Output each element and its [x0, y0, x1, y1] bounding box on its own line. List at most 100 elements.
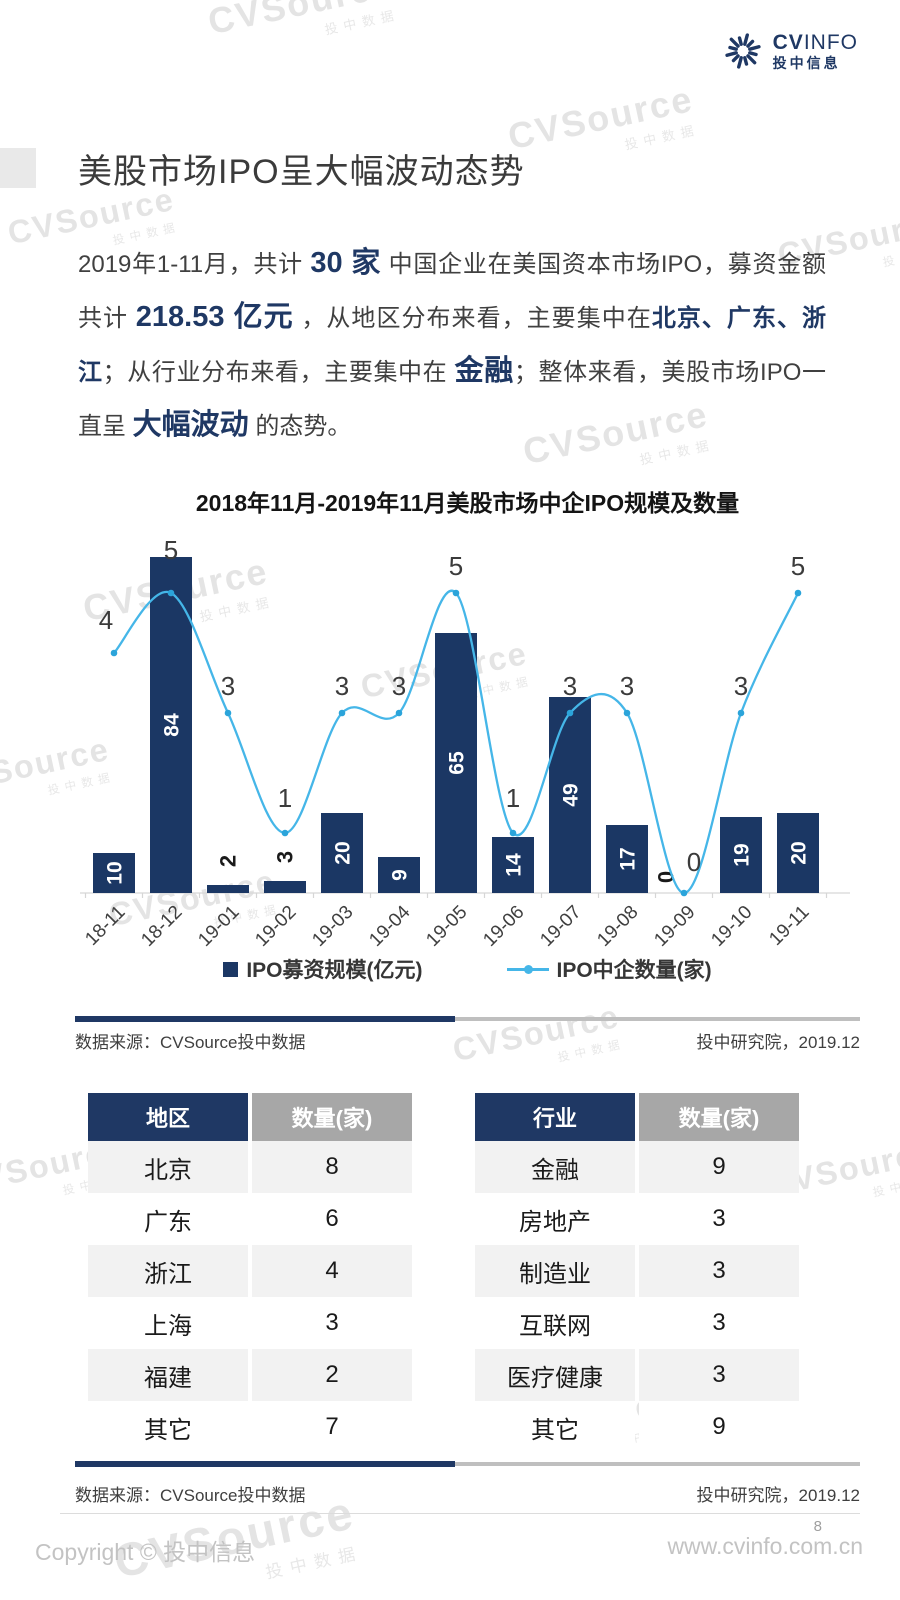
line-value-label: 3 [734, 671, 748, 701]
table-row: 制造业 3 [475, 1245, 799, 1297]
table-row: 互联网 3 [475, 1297, 799, 1349]
line-series-swatch-icon [506, 964, 549, 974]
table-cell: 4 [252, 1245, 412, 1297]
legend-item-bar-series: IPO募资规模(亿元) [223, 954, 423, 984]
intro-highlight: 大幅波动 [132, 409, 249, 441]
x-axis-label: 18-12 [137, 902, 186, 951]
bar-19-11 [777, 813, 819, 893]
table-row: 医疗健康 3 [475, 1349, 799, 1401]
line-value-label: 3 [392, 671, 406, 701]
watermark-subtext: 投中数据 [871, 1171, 900, 1200]
intro-highlight: 30 家 [310, 247, 382, 279]
table-cell: 9 [639, 1401, 799, 1453]
x-axis-label: 18-11 [81, 902, 129, 950]
line-value-label: 3 [620, 671, 634, 701]
bar-value-label: 20 [787, 841, 810, 864]
bar-18-11 [93, 853, 135, 893]
intro-text: ；整体来看，美股市场IPO一直呈 [78, 359, 827, 440]
chart-legend: IPO募资规模(亿元) IPO中企数量(家) [70, 954, 889, 984]
x-axis-label: 19-09 [650, 902, 699, 951]
x-axis-label: 19-08 [593, 902, 642, 951]
watermark-subtext: 投中数据 [623, 121, 701, 153]
table-cell: 7 [252, 1401, 412, 1453]
intro-text: 中国企业在美国资本市场IPO，募资金额共计 [78, 251, 826, 332]
bar-value-label: 14 [502, 853, 525, 877]
line-marker [281, 829, 289, 837]
line-marker [737, 709, 745, 717]
intro-paragraph: 2019年1-11月，共计 30 家 中国企业在美国资本市场IPO，募资金额共计… [78, 237, 826, 453]
table-row: 金融 9 [475, 1141, 799, 1193]
cvsource-watermark: CVSource [204, 0, 397, 43]
line-marker [110, 649, 118, 657]
line-value-label: 5 [449, 551, 463, 581]
intro-highlight: 金融 [454, 355, 514, 387]
line-marker [338, 709, 346, 717]
line-marker [566, 709, 574, 717]
bar-19-08 [606, 825, 648, 893]
bar-value-label: 20 [331, 841, 354, 864]
bar-value-label: 9 [388, 869, 411, 881]
data-source-text: 数据来源：CVSource投中数据 [75, 1486, 306, 1505]
bar-value-label: 3 [273, 851, 298, 863]
table-cell: 3 [639, 1193, 799, 1245]
table-row: 房地产 3 [475, 1193, 799, 1245]
bar-value-label: 49 [559, 783, 582, 806]
table-cell: 3 [639, 1349, 799, 1401]
cvinfo-burst-icon [725, 33, 761, 69]
x-axis-label: 19-05 [422, 902, 471, 951]
table-cell: 互联网 [475, 1297, 635, 1349]
bar-19-02 [264, 881, 306, 893]
intro-text: ，从地区分布来看，主要集中在 [293, 305, 652, 332]
brand-logo: CVINFO 投中信息 [722, 30, 858, 72]
table-cell: 3 [639, 1245, 799, 1297]
chart-source-row: 数据来源：CVSource投中数据 投中研究院，2019.12 [75, 1028, 860, 1053]
table-cell: 2 [252, 1349, 412, 1401]
divider-navy-segment [75, 1461, 455, 1467]
table-header-cell: 数量(家) [252, 1093, 412, 1141]
x-axis-label: 19-01 [194, 902, 243, 951]
section-divider [75, 1016, 860, 1022]
data-source-text: 数据来源：CVSource投中数据 [75, 1033, 306, 1052]
line-marker [452, 589, 460, 597]
intro-text: ；从行业分布来看，主要集中在 [102, 359, 455, 386]
table-header-cell: 地区 [88, 1093, 248, 1141]
table-row: 北京 8 [88, 1141, 412, 1193]
table-cell: 9 [639, 1141, 799, 1193]
line-value-label: 5 [791, 551, 805, 581]
table-header-cell: 行业 [475, 1093, 635, 1141]
line-marker [224, 709, 232, 717]
table-source-row: 数据来源：CVSource投中数据 投中研究院，2019.12 [75, 1481, 860, 1506]
table-cell: 制造业 [475, 1245, 635, 1297]
cvsource-watermark: CVSource [504, 77, 697, 158]
brand-subtitle: 投中信息 [772, 54, 841, 71]
table-cell: 福建 [88, 1349, 248, 1401]
legend-item-line-series: IPO中企数量(家) [506, 954, 712, 984]
bar-value-label: 84 [160, 713, 183, 737]
line-marker [623, 709, 631, 717]
table-row: 广东 6 [88, 1193, 412, 1245]
bar-series-swatch-icon [223, 961, 239, 977]
line-value-label: 4 [99, 605, 113, 635]
website-link[interactable]: www.cvinfo.com.cn [667, 1533, 863, 1559]
x-axis-label: 19-11 [765, 902, 813, 950]
line-value-label: 5 [164, 535, 178, 565]
table-cell: 北京 [88, 1141, 248, 1193]
title-accent-block [0, 148, 36, 188]
line-value-label: 1 [506, 783, 520, 813]
bar-19-03 [321, 813, 363, 893]
table-header-cell: 数量(家) [639, 1093, 799, 1141]
divider-gray-segment [455, 1462, 860, 1466]
bar-19-01 [207, 885, 249, 893]
table-row: 其它 9 [475, 1401, 799, 1453]
line-value-label: 3 [221, 671, 235, 701]
line-marker [395, 709, 403, 717]
bar-value-label: 19 [730, 843, 753, 866]
table-row: 浙江 4 [88, 1245, 412, 1297]
table-cell: 其它 [88, 1401, 248, 1453]
footer-divider [60, 1513, 860, 1514]
x-axis-label: 19-02 [251, 902, 300, 951]
